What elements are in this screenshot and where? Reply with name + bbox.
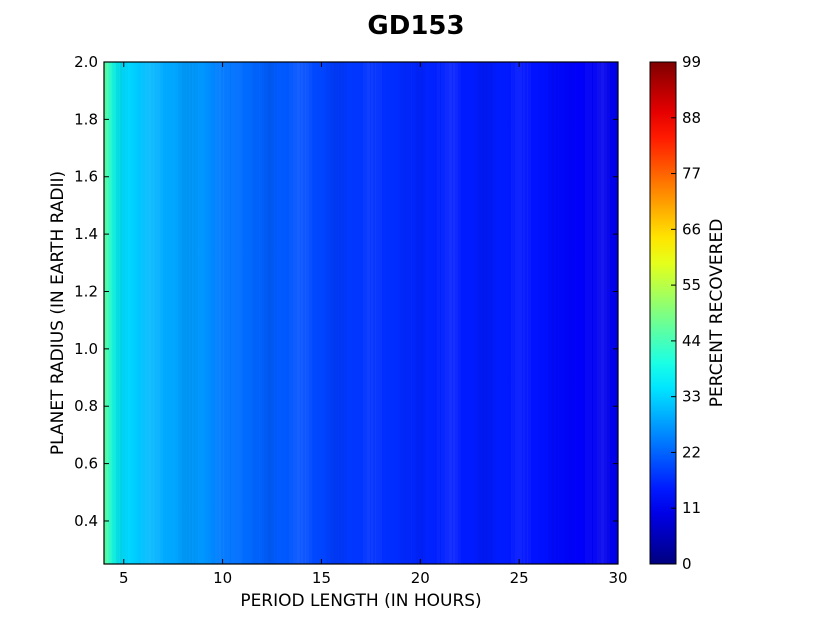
heatmap-stripe xyxy=(342,62,347,564)
heatmap-stripe xyxy=(268,62,277,564)
colorbar-tick-label: 99 xyxy=(682,53,701,71)
colorbar-tick-label: 77 xyxy=(682,165,701,183)
colorbar-tick-label: 22 xyxy=(682,443,701,461)
heatmap-stripe xyxy=(120,62,128,564)
x-tick-label: 5 xyxy=(119,569,129,587)
heatmap-stripe xyxy=(223,62,227,564)
heatmap-stripe xyxy=(453,62,461,564)
heatmap-stripe xyxy=(408,62,411,564)
heatmap-stripe xyxy=(437,62,440,564)
y-tick-label: 0.8 xyxy=(74,397,98,415)
heatmap-stripe xyxy=(256,62,259,564)
heatmap-stripe xyxy=(231,62,242,564)
heatmap-stripe xyxy=(527,62,531,564)
x-axis-label: PERIOD LENGTH (IN HOURS) xyxy=(240,591,481,611)
y-tick-label: 1.2 xyxy=(74,282,98,300)
heatmap-stripe xyxy=(375,62,379,564)
x-tick-label: 15 xyxy=(312,569,331,587)
colorbar-ticks: 0 11 22 33 44 55 66 77 88 99 xyxy=(671,53,701,573)
heatmap-stripe xyxy=(194,62,198,564)
colorbar-tick-label: 55 xyxy=(682,276,701,294)
heatmap-stripe xyxy=(252,62,256,564)
heatmap-stripe xyxy=(416,62,426,564)
heatmap-area xyxy=(104,62,618,564)
colorbar xyxy=(649,61,677,565)
x-tick-label: 20 xyxy=(411,569,430,587)
heatmap-stripe xyxy=(379,62,382,564)
heatmap-stripe xyxy=(585,62,589,564)
heatmap-stripe xyxy=(589,62,592,564)
y-tick-label: 1.6 xyxy=(74,168,98,186)
colorbar-tick-label: 0 xyxy=(682,555,692,573)
colorbar-label: PERCENT RECOVERED xyxy=(707,219,727,408)
y-tick-label: 1.0 xyxy=(74,340,98,358)
colorbar-tick-label: 44 xyxy=(682,332,701,350)
x-axis-ticks: 5 10 15 20 25 30 xyxy=(119,62,628,587)
x-tick-label: 30 xyxy=(608,569,627,587)
y-tick-label: 2.0 xyxy=(74,53,98,71)
y-axis-ticks: 0.4 0.6 0.8 1.0 1.2 1.4 1.6 1.8 2.0 xyxy=(74,53,618,530)
y-tick-label: 1.8 xyxy=(74,110,98,128)
colorbar-tick-label: 11 xyxy=(682,499,701,517)
y-tick-label: 1.4 xyxy=(74,225,98,243)
y-tick-label: 0.6 xyxy=(74,455,98,473)
colorbar-tick-label: 33 xyxy=(682,388,701,406)
x-tick-label: 25 xyxy=(510,569,529,587)
x-tick-label: 10 xyxy=(213,569,232,587)
heatmap-stripe xyxy=(601,62,610,564)
heatmap-stripe xyxy=(556,62,560,564)
y-axis-label: PLANET RADIUS (IN EARTH RADII) xyxy=(48,171,68,455)
chart-title: GD153 xyxy=(367,11,464,41)
heatmap-stripe xyxy=(227,62,230,564)
colorbar-tick-label: 66 xyxy=(682,220,701,238)
heatmap-stripe xyxy=(490,62,496,564)
heatmap-stripe xyxy=(404,62,408,564)
heatmap-stripe xyxy=(564,62,575,564)
plot-frame xyxy=(103,61,619,565)
heatmap-stripe xyxy=(157,62,163,564)
heatmap-stripe xyxy=(305,62,312,564)
heatmap-stripe xyxy=(560,62,563,564)
y-tick-label: 0.4 xyxy=(74,512,98,530)
colorbar-tick-label: 88 xyxy=(682,109,701,127)
